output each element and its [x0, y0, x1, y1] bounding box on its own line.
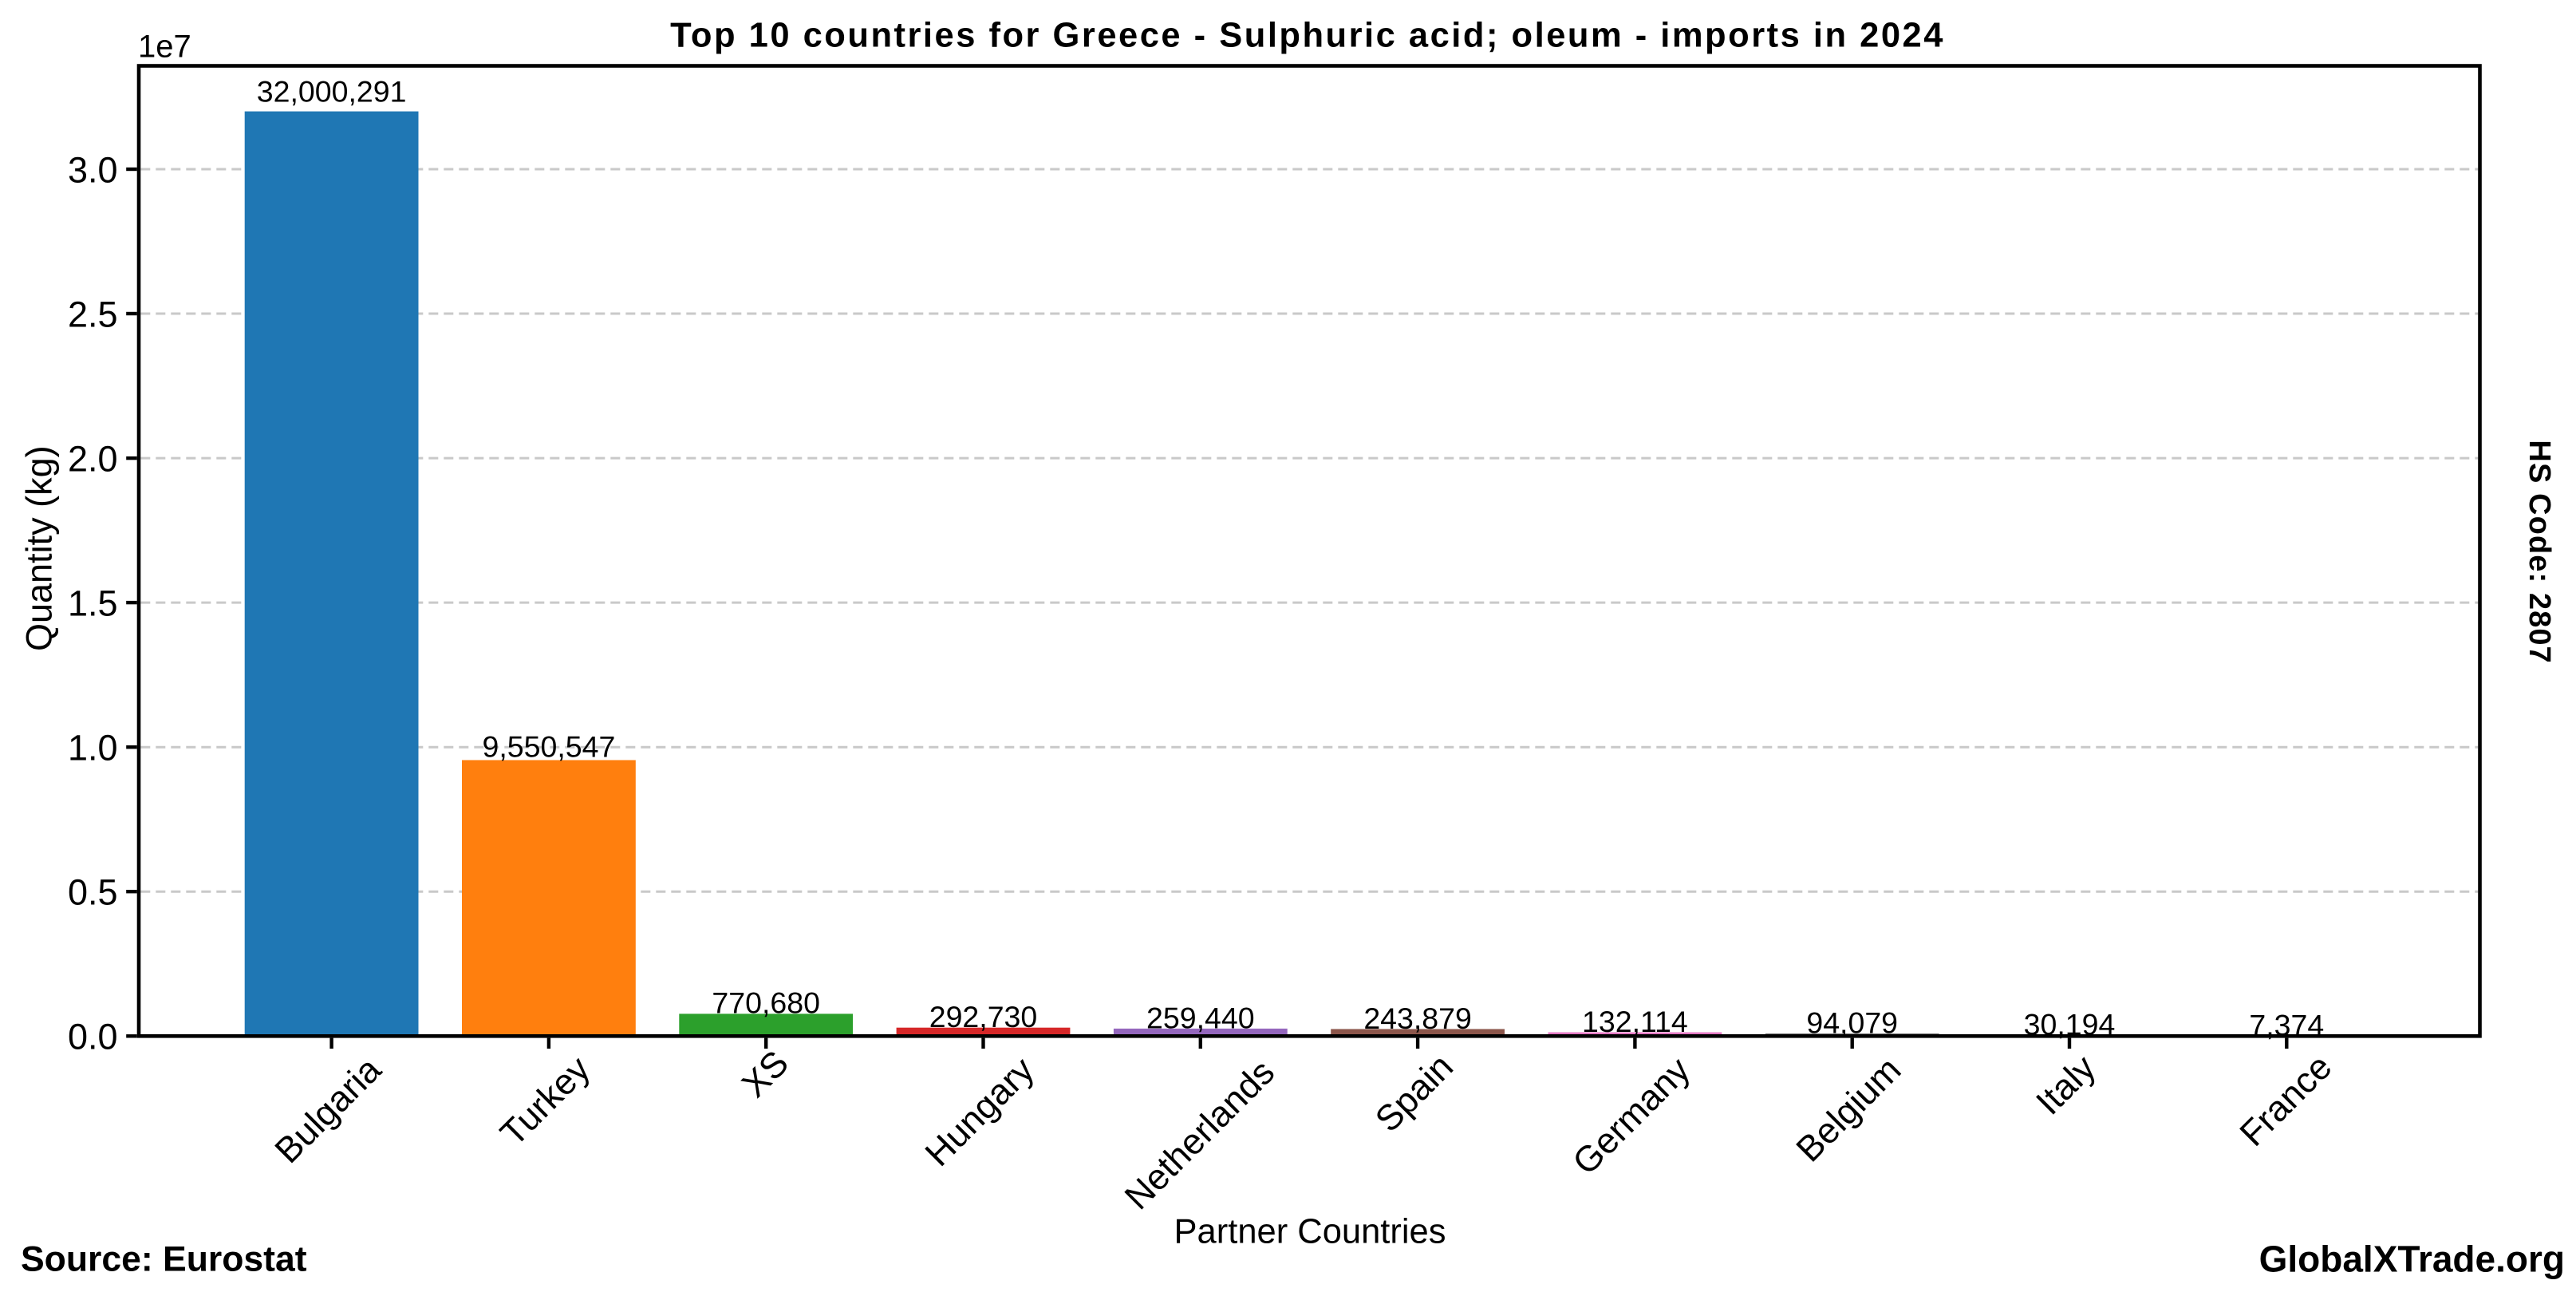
svg-text:9,550,547: 9,550,547 [482, 730, 615, 764]
svg-text:243,879: 243,879 [1363, 1002, 1472, 1035]
svg-text:1.5: 1.5 [68, 583, 118, 624]
svg-text:94,079: 94,079 [1806, 1006, 1898, 1039]
svg-text:770,680: 770,680 [712, 986, 820, 1020]
svg-text:HS Code: 2807: HS Code: 2807 [2523, 440, 2556, 663]
svg-text:259,440: 259,440 [1146, 1001, 1255, 1034]
svg-text:32,000,291: 32,000,291 [257, 75, 407, 109]
svg-text:1e7: 1e7 [138, 30, 191, 65]
svg-text:7,374: 7,374 [2249, 1009, 2324, 1042]
svg-text:GlobalXTrade.org: GlobalXTrade.org [2259, 1239, 2565, 1280]
svg-text:3.0: 3.0 [68, 149, 118, 190]
svg-text:Quantity (kg): Quantity (kg) [19, 445, 60, 651]
svg-text:0.0: 0.0 [68, 1017, 118, 1057]
svg-text:132,114: 132,114 [1582, 1005, 1688, 1038]
svg-text:1.0: 1.0 [68, 728, 118, 769]
svg-text:2.5: 2.5 [68, 294, 118, 334]
svg-text:30,194: 30,194 [2024, 1008, 2116, 1041]
svg-text:Top 10 countries for Greece -: Top 10 countries for Greece - Sulphuric … [670, 17, 1945, 55]
svg-text:2.0: 2.0 [68, 439, 118, 480]
svg-text:Source: Eurostat: Source: Eurostat [21, 1240, 307, 1279]
svg-text:0.5: 0.5 [68, 872, 118, 913]
svg-text:Partner Countries: Partner Countries [1174, 1213, 1446, 1251]
svg-text:292,730: 292,730 [929, 1000, 1038, 1033]
